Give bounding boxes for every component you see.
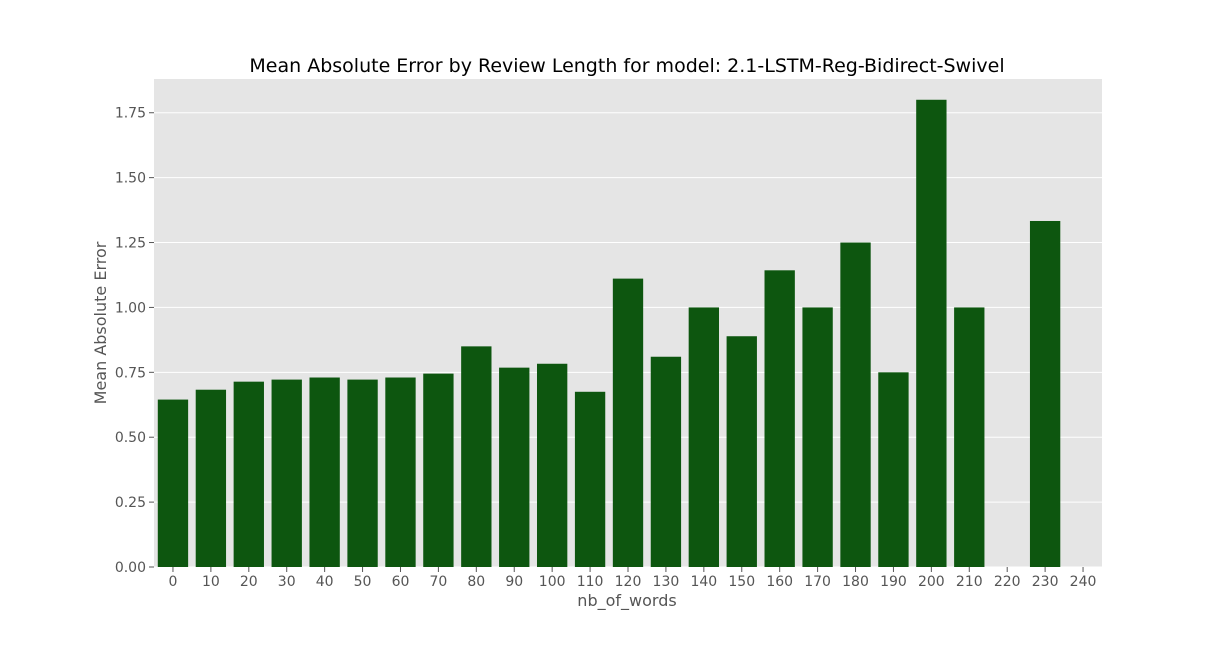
bar (499, 367, 530, 567)
bar (916, 99, 947, 567)
x-tick-label: 0 (168, 574, 177, 590)
x-tick-label: 50 (354, 574, 372, 590)
y-tick-label: 1.00 (115, 300, 146, 316)
bar (385, 377, 416, 567)
x-tick-label: 160 (766, 574, 793, 590)
bar (574, 391, 606, 567)
x-tick-label: 230 (1032, 574, 1059, 590)
bar (536, 363, 568, 567)
y-axis-label: Mean Absolute Error (91, 241, 110, 404)
bar (195, 389, 227, 567)
x-tick-label: 210 (956, 574, 983, 590)
x-axis-ticks: 0 10 20 30 40 50 60 70 80 90 100 110 120 130 140 150 160… (168, 567, 1096, 590)
x-tick-label: 220 (994, 574, 1021, 590)
y-tick-label: 0.75 (115, 365, 146, 381)
x-tick-label: 40 (316, 574, 334, 590)
bar (726, 336, 757, 567)
x-tick-label: 80 (467, 574, 485, 590)
x-tick-label: 150 (728, 574, 755, 590)
x-tick-label: 200 (918, 574, 945, 590)
bar (688, 307, 720, 567)
bars (157, 99, 1061, 567)
x-tick-label: 70 (429, 574, 447, 590)
x-tick-label: 170 (804, 574, 831, 590)
y-axis-ticks: 0.00 0.25 0.50 0.75 1.00 1.25 1.50 1.75 (115, 106, 154, 576)
bar (878, 372, 909, 567)
x-tick-label: 140 (690, 574, 717, 590)
y-tick-label: 0.00 (115, 560, 146, 576)
x-axis-label: nb_of_words (577, 591, 676, 611)
x-tick-label: 190 (880, 574, 907, 590)
y-tick-label: 0.25 (115, 495, 146, 511)
bar (954, 307, 985, 567)
x-tick-label: 120 (615, 574, 642, 590)
x-tick-label: 30 (278, 574, 296, 590)
x-tick-label: 60 (392, 574, 410, 590)
bar (612, 278, 644, 567)
bar (157, 399, 189, 567)
x-tick-label: 110 (577, 574, 604, 590)
x-tick-label: 90 (505, 574, 523, 590)
bar (802, 307, 833, 567)
y-tick-label: 0.50 (115, 430, 146, 446)
x-tick-label: 100 (539, 574, 566, 590)
bar (650, 356, 682, 567)
x-tick-label: 240 (1070, 574, 1097, 590)
bar (309, 377, 340, 567)
x-tick-label: 10 (202, 574, 220, 590)
bar (423, 373, 454, 567)
bar (347, 379, 378, 567)
bar (1029, 220, 1061, 567)
chart-title: Mean Absolute Error by Review Length for… (249, 55, 1004, 77)
bar (271, 379, 302, 567)
x-tick-label: 130 (653, 574, 680, 590)
y-tick-label: 1.25 (115, 236, 146, 252)
y-tick-label: 1.50 (115, 171, 146, 187)
bar (233, 381, 264, 567)
x-tick-label: 20 (240, 574, 258, 590)
y-tick-label: 1.75 (115, 106, 146, 122)
bar (764, 270, 795, 567)
bar (840, 242, 871, 567)
bar (461, 346, 492, 567)
x-tick-label: 180 (842, 574, 869, 590)
